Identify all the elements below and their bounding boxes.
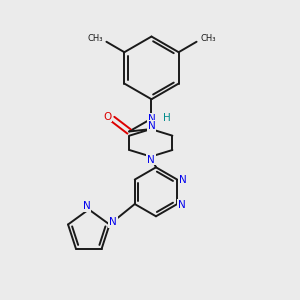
Text: N: N: [109, 217, 117, 227]
Text: N: N: [179, 175, 186, 184]
Text: CH₃: CH₃: [87, 34, 103, 43]
Text: O: O: [103, 112, 111, 122]
Text: N: N: [148, 114, 156, 124]
Text: CH₃: CH₃: [200, 34, 216, 43]
Text: N: N: [147, 154, 155, 165]
Text: N: N: [148, 121, 155, 131]
Text: N: N: [178, 200, 186, 210]
Text: H: H: [163, 113, 171, 123]
Text: N: N: [82, 201, 90, 211]
